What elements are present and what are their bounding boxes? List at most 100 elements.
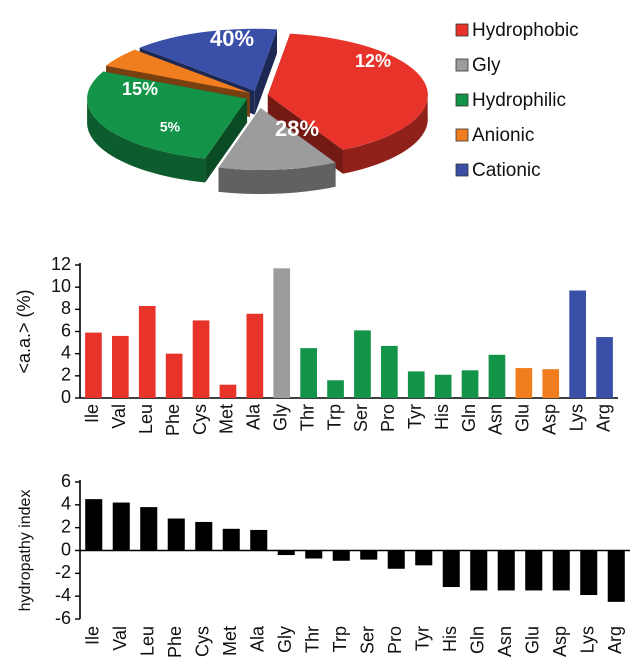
legend-label-gly: Gly: [472, 55, 501, 76]
x-tick-label-arg: Arg: [593, 404, 613, 432]
bar-asn: [497, 550, 515, 591]
x-tick-label-tyr: Tyr: [413, 626, 433, 651]
pie-slice-wall-hydrophobic: [267, 95, 343, 174]
x-tick-label-asp: Asp: [550, 626, 570, 657]
bar-ile: [85, 332, 102, 398]
x-tick-label-lys: Lys: [566, 404, 586, 431]
pie-value-label-hydrophobic: 40%: [210, 26, 254, 51]
legend-label-anionic: Anionic: [472, 125, 534, 146]
y-tick-label: 6: [61, 471, 71, 491]
bar-gly: [277, 550, 295, 556]
bar-arg: [607, 550, 625, 602]
bar-phe: [165, 353, 183, 398]
x-tick-label-val: Val: [109, 404, 129, 429]
x-tick-label-arg: Arg: [605, 626, 625, 654]
y-tick-label: 10: [51, 276, 71, 296]
x-tick-label-pro: Pro: [378, 404, 398, 432]
x-tick-label-ser: Ser: [351, 404, 371, 432]
bar-cys: [195, 521, 213, 551]
x-tick-label-thr: Thr: [297, 404, 317, 431]
bar-asp: [552, 550, 570, 591]
x-tick-label-phe: Phe: [163, 404, 183, 436]
pie-legend: Hydrophobic Gly Hydrophilic Anionic Cationic: [455, 20, 579, 181]
x-tick-label-trp: Trp: [330, 626, 350, 652]
bar-ile: [85, 499, 103, 551]
bar-ser: [354, 330, 371, 398]
pie-slice-side-hydrophilic: [87, 97, 206, 183]
pie-value-label-cationic: 15%: [122, 79, 158, 99]
x-tick-label-his: His: [440, 626, 460, 652]
y-tick-label: 6: [61, 320, 71, 340]
bar-pro: [387, 550, 405, 569]
x-tick-label-asp: Asp: [540, 404, 560, 435]
bar-gln: [461, 370, 479, 398]
y-tick-label: 8: [61, 298, 71, 318]
bar-his: [434, 374, 452, 398]
bar-tyr: [407, 371, 425, 398]
bar-met: [222, 528, 240, 551]
legend-label-hydrophilic: Hydrophilic: [472, 90, 566, 111]
bar-val: [112, 335, 129, 398]
legend-swatch-hydrophobic: [455, 23, 469, 37]
y-tick-label: -4: [55, 585, 71, 605]
x-tick-label-gln: Gln: [459, 404, 479, 432]
bar-pro: [381, 345, 398, 398]
hydropathy-chart: -6 -4 -2 0 24 6 hydropathy index Ile Val Leu Phe Cy…: [17, 471, 630, 658]
x-tick-label-gly: Gly: [271, 404, 291, 431]
x-tick-label-ala: Ala: [248, 625, 268, 652]
bar-val: [112, 502, 130, 551]
bar-ala: [250, 529, 268, 551]
pie-slice-side-hydrophobic: [342, 92, 428, 174]
bar-asp: [542, 369, 560, 398]
bar-asn: [488, 354, 506, 398]
bar-leu: [138, 306, 156, 398]
y-tick-label: 0: [61, 539, 71, 559]
y-tick-label: 0: [61, 387, 71, 407]
y-tick-label: -6: [55, 608, 71, 628]
x-tick-label-cys: Cys: [190, 404, 210, 435]
pie-value-label-hydrophilic: 28%: [275, 116, 319, 141]
x-tick-label-glu: Glu: [513, 404, 533, 432]
x-tick-label-ala: Ala: [244, 403, 264, 430]
x-tick-label-thr: Thr: [303, 626, 323, 653]
pie-slice-hydrophobic: [267, 33, 428, 150]
bar-ala: [246, 313, 264, 398]
x-tick-label-gly: Gly: [275, 626, 295, 653]
x-tick-label-trp: Trp: [324, 404, 344, 430]
x-tick-label-glu: Glu: [523, 626, 543, 654]
pie-slice-anionic: [106, 49, 250, 93]
legend-swatch-hydrophilic: [455, 93, 469, 107]
x-tick-label-val: Val: [110, 626, 130, 651]
pie-chart: 40% 12% 28% 5% 15%: [87, 26, 428, 195]
legend-swatch-gly: [455, 58, 469, 72]
bar-his: [442, 550, 460, 588]
bar-lys: [569, 290, 586, 398]
x-tick-label-leu: Leu: [138, 626, 158, 656]
y-tick-label: -2: [55, 562, 71, 582]
bar-tyr: [415, 550, 433, 566]
x-tick-label-gln: Gln: [468, 626, 488, 654]
pie-slice-gly: [218, 108, 336, 171]
bar-glu: [525, 550, 543, 591]
x-tick-label-met: Met: [217, 404, 237, 434]
y-tick-label: 4: [61, 494, 71, 514]
pie-slice-side-gly: [218, 162, 336, 195]
y-tick-label: 12: [51, 254, 71, 274]
x-tick-label-asn: Asn: [495, 626, 515, 657]
legend-label-cationic: Cationic: [472, 160, 541, 181]
bar-gln: [470, 550, 488, 591]
x-tick-label-ile: Ile: [83, 626, 103, 645]
y-tick-label: 4: [61, 342, 71, 362]
x-tick-label-cys: Cys: [193, 626, 213, 657]
y-axis-label: <a.a.> (%): [14, 289, 34, 373]
y-tick-label: 2: [61, 365, 71, 385]
x-tick-label-met: Met: [220, 626, 240, 656]
y-tick-label: 2: [61, 516, 71, 536]
bar-phe: [167, 518, 185, 551]
y-axis-label: hydropathy index: [17, 490, 34, 612]
bar-gly: [273, 268, 291, 398]
bar-met: [219, 384, 237, 398]
